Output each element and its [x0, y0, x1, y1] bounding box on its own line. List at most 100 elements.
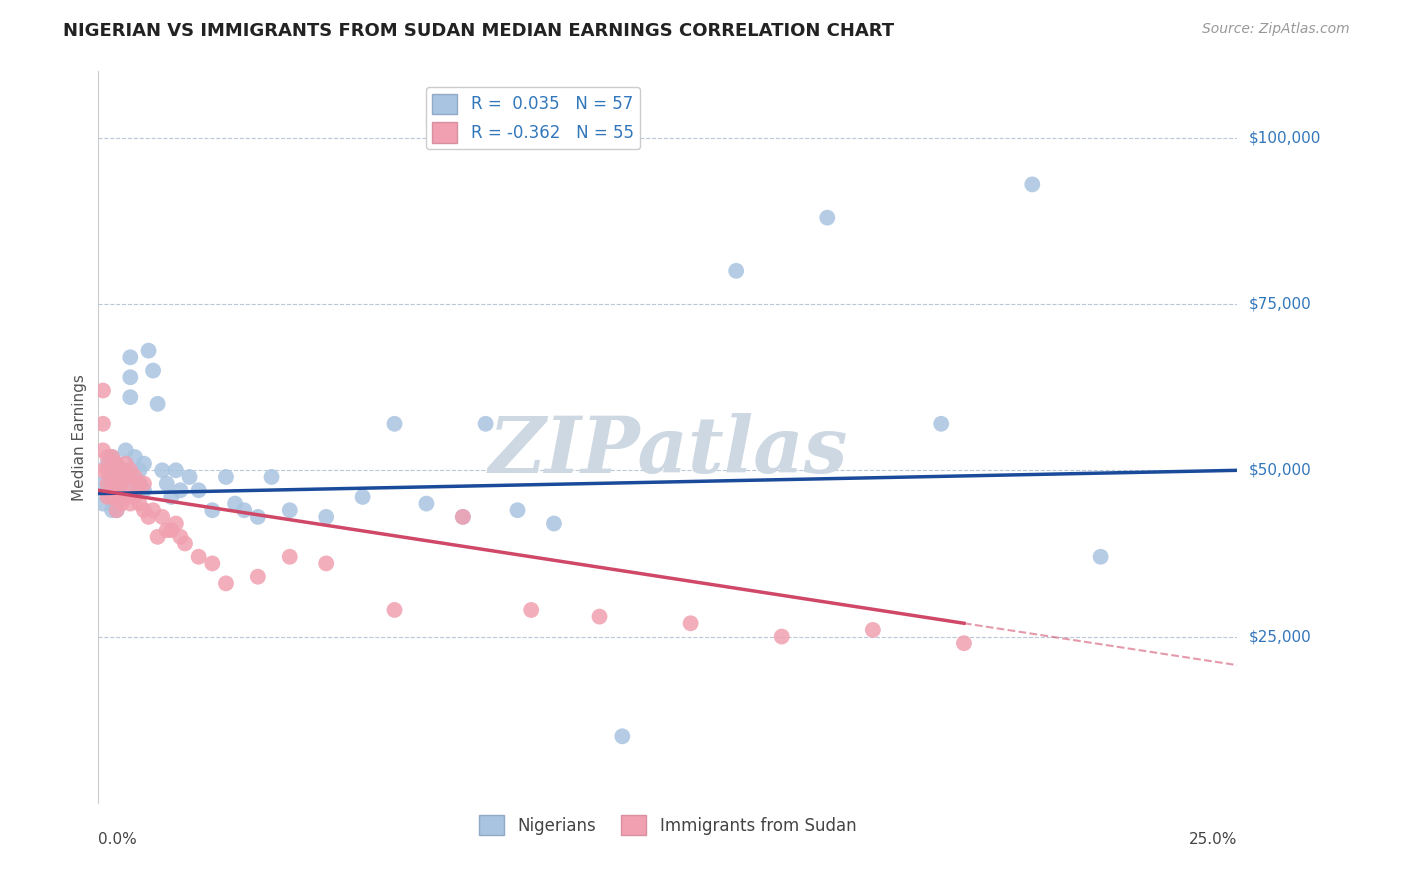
Text: $25,000: $25,000: [1249, 629, 1312, 644]
Point: [138, 509, 160, 524]
Point: [91, 463, 114, 477]
Point: [474, 417, 496, 431]
Point: [451, 509, 474, 524]
Point: [91, 417, 114, 431]
Point: [953, 636, 976, 650]
Point: [120, 390, 142, 404]
Point: [114, 443, 136, 458]
Point: [101, 463, 124, 477]
Text: $75,000: $75,000: [1249, 297, 1312, 311]
Point: [128, 463, 150, 477]
Point: [146, 397, 169, 411]
Point: [315, 557, 337, 571]
Point: [278, 549, 301, 564]
Point: [160, 490, 183, 504]
Point: [91, 497, 114, 511]
Point: [315, 509, 337, 524]
Point: [201, 557, 224, 571]
Point: [96, 463, 118, 477]
Point: [384, 603, 406, 617]
Point: [165, 463, 187, 477]
Point: [165, 516, 187, 531]
Point: [679, 616, 702, 631]
Point: [543, 516, 565, 531]
Point: [110, 476, 132, 491]
Point: [101, 490, 124, 504]
Point: [105, 503, 128, 517]
Point: [105, 503, 128, 517]
Point: [612, 729, 634, 743]
Point: [128, 476, 150, 491]
Point: [105, 463, 128, 477]
Point: [124, 450, 146, 464]
Point: [160, 523, 183, 537]
Point: [138, 343, 160, 358]
Text: ZIPatlas: ZIPatlas: [488, 414, 848, 490]
Point: [110, 490, 132, 504]
Point: [96, 457, 118, 471]
Point: [862, 623, 884, 637]
Point: [96, 483, 118, 498]
Point: [352, 490, 374, 504]
Point: [224, 497, 246, 511]
Text: NIGERIAN VS IMMIGRANTS FROM SUDAN MEDIAN EARNINGS CORRELATION CHART: NIGERIAN VS IMMIGRANTS FROM SUDAN MEDIAN…: [63, 22, 894, 40]
Point: [132, 483, 155, 498]
Point: [132, 503, 155, 517]
Point: [110, 497, 132, 511]
Text: Source: ZipAtlas.com: Source: ZipAtlas.com: [1202, 22, 1350, 37]
Point: [142, 503, 165, 517]
Point: [246, 570, 269, 584]
Point: [506, 503, 529, 517]
Point: [815, 211, 838, 225]
Point: [150, 463, 173, 477]
Point: [156, 476, 179, 491]
Point: [91, 384, 114, 398]
Point: [114, 490, 136, 504]
Point: [91, 443, 114, 458]
Point: [142, 363, 165, 377]
Point: [101, 483, 124, 498]
Point: [187, 549, 209, 564]
Point: [110, 463, 132, 477]
Point: [128, 476, 150, 491]
Point: [384, 417, 406, 431]
Point: [124, 490, 146, 504]
Point: [101, 503, 124, 517]
Text: $50,000: $50,000: [1249, 463, 1312, 478]
Point: [132, 457, 155, 471]
Point: [233, 503, 256, 517]
Point: [1021, 178, 1043, 192]
Text: $100,000: $100,000: [1249, 130, 1320, 145]
Point: [105, 457, 128, 471]
Point: [588, 609, 610, 624]
Point: [150, 509, 173, 524]
Point: [215, 576, 238, 591]
Point: [105, 490, 128, 504]
Point: [132, 476, 155, 491]
Point: [114, 470, 136, 484]
Point: [110, 476, 132, 491]
Point: [451, 509, 474, 524]
Point: [770, 630, 793, 644]
Point: [179, 470, 201, 484]
Point: [110, 463, 132, 477]
Point: [120, 476, 142, 491]
Text: 0.0%: 0.0%: [98, 832, 138, 847]
Point: [124, 470, 146, 484]
Point: [101, 463, 124, 477]
Point: [260, 470, 283, 484]
Point: [156, 523, 179, 537]
Point: [120, 463, 142, 477]
Point: [520, 603, 543, 617]
Point: [1090, 549, 1112, 564]
Point: [124, 476, 146, 491]
Point: [146, 530, 169, 544]
Point: [101, 450, 124, 464]
Point: [91, 476, 114, 491]
Point: [96, 450, 118, 464]
Point: [120, 497, 142, 511]
Point: [174, 536, 197, 550]
Point: [169, 530, 191, 544]
Point: [187, 483, 209, 498]
Point: [169, 483, 191, 498]
